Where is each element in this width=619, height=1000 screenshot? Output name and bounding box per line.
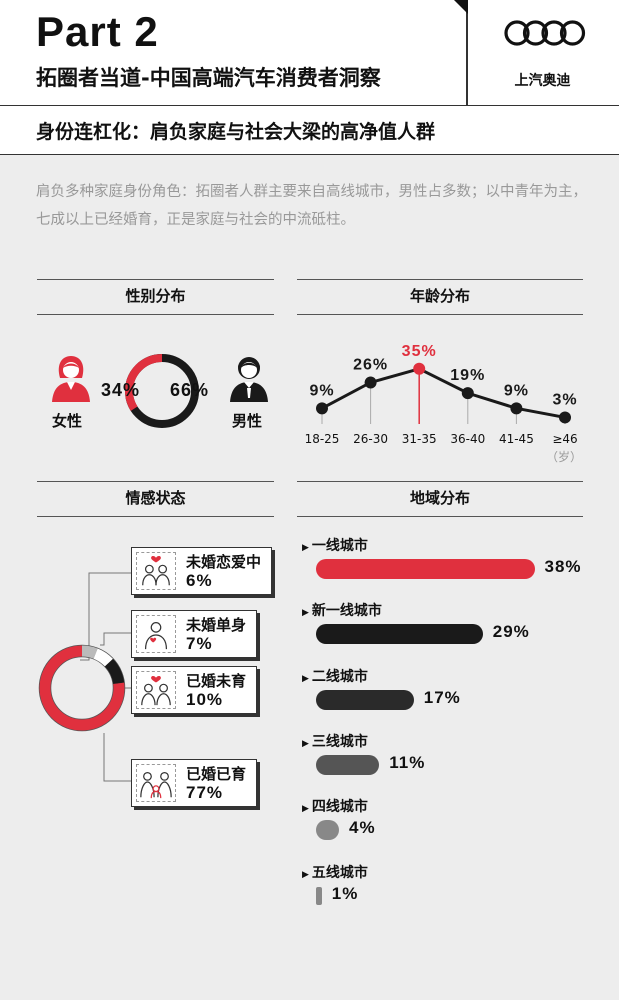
family-icon [136, 764, 176, 802]
triangle-bullet-icon: ▶ [302, 608, 309, 619]
region-value-label: 11% [389, 752, 426, 772]
male-label: 男性 [232, 412, 263, 430]
brand-name: 上汽奥迪 [514, 73, 571, 89]
audi-rings-logo [504, 20, 586, 46]
age-point [364, 376, 377, 389]
emotion-slice [39, 645, 125, 731]
age-series-line [321, 367, 566, 419]
region-bar [316, 689, 414, 710]
region-value-label: 38% [544, 557, 582, 576]
region-value-label: 1% [331, 883, 359, 903]
age-value-label: 9% [504, 382, 529, 399]
triangle-bullet-icon: ▶ [302, 673, 309, 684]
region-label: ▶ 新一线城市 [302, 603, 382, 620]
emotion-pct-married-with-kids: 77% [186, 783, 224, 802]
gender-slice-female [125, 354, 163, 411]
female-percentage: 34% [101, 380, 141, 400]
age-point [510, 402, 523, 415]
section-title: 身份连杠化：肩负家庭与社会大梁的高净值人群 [36, 121, 436, 143]
gender-donut [125, 354, 199, 428]
triangle-bullet-icon: ▶ [302, 738, 309, 749]
emotion-pct-dating: 6% [186, 571, 213, 590]
age-panel-title: 年龄分布 [297, 279, 583, 315]
age-line-chart: 9% 18-25 26% 26-30 35% 31-35 19% 36-40 9% 41-45 3%… [305, 343, 582, 464]
emotion-card-married-with-kids: 已婚已育 77% [131, 759, 257, 807]
region-row: ▶ 五线城市 1% [302, 862, 602, 922]
triangle-bullet-icon: ▶ [302, 804, 309, 815]
region-label: ▶ 四线城市 [302, 799, 368, 816]
triangle-bullet-icon: ▶ [302, 543, 309, 553]
emotion-pct-single: 7% [186, 634, 213, 653]
emotion-panel-title: 情感状态 [37, 481, 274, 517]
female-label: 女性 [52, 412, 83, 430]
header-divider [466, 0, 468, 106]
emotion-label-married-with-kids: 已婚已育 [186, 765, 247, 783]
region-bar [316, 754, 380, 775]
region-bar [316, 624, 483, 645]
gender-panel-title: 性别分布 [37, 279, 274, 315]
region-row: ▶ 一线城市 38% [302, 535, 602, 595]
single-person-icon [136, 615, 176, 653]
emotion-card-married-no-kids: 已婚未育 10% [131, 666, 257, 714]
age-point [316, 402, 328, 415]
age-category-label: 36-40 [450, 432, 485, 446]
age-category-label: 26-30 [353, 432, 388, 446]
triangle-bullet-icon: ▶ [302, 869, 309, 880]
emotion-slice [93, 648, 113, 667]
region-value-label: 4% [349, 818, 376, 838]
age-value-label: 19% [450, 367, 485, 384]
age-point [413, 362, 426, 375]
age-unit-label: （岁） [546, 449, 582, 464]
emotion-pct-married-no-kids: 10% [186, 690, 224, 709]
region-value-label: 17% [423, 687, 461, 707]
region-label: ▶ 二线城市 [302, 668, 368, 685]
dating-couple-icon [136, 552, 176, 590]
region-row: ▶ 新一线城市 29% [302, 600, 602, 660]
emotion-card-single: 未婚单身 7% [131, 610, 257, 658]
age-category-label: 41-45 [499, 432, 534, 446]
corner-mark [454, 0, 468, 14]
section-header: 身份连杠化：肩负家庭与社会大梁的高净值人群 [0, 106, 619, 155]
emotion-slice [81, 645, 98, 659]
age-category-label: 31-35 [402, 432, 437, 446]
region-bar [316, 886, 322, 905]
emotion-label-married-no-kids: 已婚未育 [186, 672, 247, 690]
age-value-label: 3% [552, 391, 577, 408]
region-label: ▶ 三线城市 [302, 733, 368, 750]
age-value-label: 35% [402, 343, 437, 360]
region-row: ▶ 四线城市 4% [302, 796, 602, 856]
female-icon [52, 356, 90, 402]
intro-paragraph: 肩负多种家庭身份角色：拓圈者人群主要来自高线城市，男性占多数；以中青年为主，七成… [36, 184, 587, 228]
age-value-label: 9% [309, 382, 334, 399]
report-subtitle: 拓圈者当道-中国高端汽车消费者洞察 [36, 66, 381, 90]
region-label: ▶ 一线城市 [302, 538, 368, 554]
male-percentage: 66% [170, 380, 210, 400]
region-panel-title: 地域分布 [297, 481, 583, 517]
region-row: ▶ 二线城市 17% [302, 666, 602, 726]
age-value-label: 26% [353, 356, 388, 373]
region-bar [316, 820, 339, 841]
emotion-slice [104, 658, 125, 685]
age-category-label: ≥46 [552, 432, 577, 446]
emotion-label-dating: 未婚恋爱中 [186, 553, 262, 571]
age-category-label: 18-25 [305, 432, 340, 446]
emotion-donut [38, 644, 126, 732]
emotion-card-dating: 未婚恋爱中 6% [131, 547, 272, 595]
header: Part 2 拓圈者当道-中国高端汽车消费者洞察 上汽奥迪 [0, 0, 619, 106]
region-label: ▶ 五线城市 [302, 864, 368, 881]
male-icon [230, 357, 268, 402]
part-title: Part 2 [36, 8, 159, 55]
age-point [461, 387, 474, 400]
married-couple-icon [136, 671, 176, 709]
region-row: ▶ 三线城市 11% [302, 731, 602, 791]
emotion-label-single: 未婚单身 [186, 616, 247, 634]
region-value-label: 29% [492, 622, 530, 642]
age-point [559, 411, 571, 424]
region-bar [316, 559, 535, 579]
